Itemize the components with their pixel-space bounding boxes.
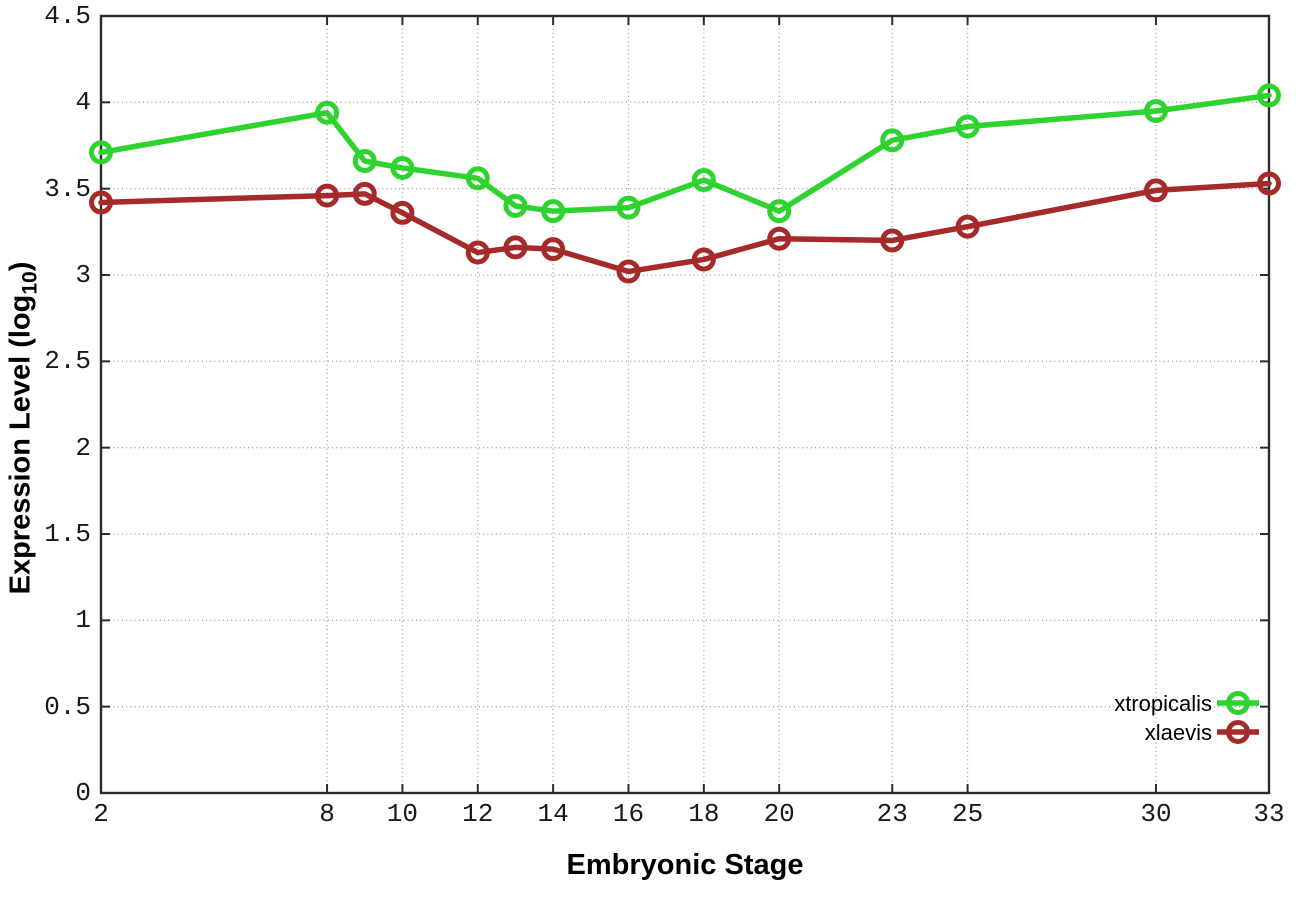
data-point-xlaevis-stage-10 — [390, 200, 415, 225]
series-line-xtropicalis — [98, 92, 1272, 214]
data-point-xtropicalis-stage-20 — [767, 199, 792, 224]
x-tick-label: 18 — [688, 799, 720, 829]
x-axis-title: Embryonic Stage — [566, 849, 804, 881]
data-point-xtropicalis-stage-25 — [955, 114, 980, 139]
y-tick-label: 4.5 — [44, 1, 91, 31]
legend-marker-xlaevis — [1226, 720, 1250, 744]
data-point-xlaevis-stage-18 — [691, 247, 716, 272]
y-tick-label: 0 — [75, 778, 91, 808]
data-point-xtropicalis-stage-23 — [880, 128, 905, 153]
x-tick-label: 2 — [93, 799, 109, 829]
data-point-xtropicalis-stage-14 — [541, 199, 566, 224]
legend-marker-xtropicalis — [1226, 691, 1250, 715]
x-tick-label: 10 — [386, 799, 419, 829]
x-tick-label: 23 — [876, 799, 908, 829]
y-axis-title-text: Expression Level (log — [4, 294, 37, 595]
legend: xtropicalis xlaevis — [0, 689, 1212, 747]
data-point-xlaevis-stage-25 — [955, 214, 980, 239]
data-point-xtropicalis-stage-12 — [465, 166, 490, 191]
series-line-xlaevis — [98, 180, 1272, 275]
y-tick-label: 3.5 — [44, 173, 91, 204]
x-tick-label: 25 — [951, 799, 984, 829]
y-axis-title-subscript: 10 — [18, 271, 42, 295]
x-tick-label: 8 — [319, 799, 335, 829]
x-tick-label: 33 — [1253, 799, 1285, 829]
data-point-xtropicalis-stage-2 — [89, 140, 113, 165]
legend-label-xtropicalis: xtropicalis — [1114, 691, 1212, 716]
x-tick-label: 30 — [1140, 799, 1172, 829]
y-axis-title: Expression Level (log10) — [4, 261, 42, 595]
y-axis-title-suffix: ) — [4, 261, 37, 272]
legend-item-xtropicalis: xtropicalis — [0, 689, 1212, 718]
data-point-xlaevis-stage-16 — [616, 259, 641, 284]
data-point-xlaevis-stage-9 — [352, 181, 377, 206]
data-point-xtropicalis-stage-13 — [503, 193, 528, 218]
data-point-xtropicalis-stage-18 — [691, 168, 716, 193]
plot-border — [99, 14, 1271, 795]
data-point-xlaevis-stage-30 — [1143, 178, 1168, 203]
data-point-xtropicalis-stage-9 — [352, 149, 377, 174]
y-tick-label: 2 — [75, 432, 91, 463]
data-point-xlaevis-stage-23 — [880, 228, 905, 253]
data-point-xtropicalis-stage-8 — [315, 100, 340, 125]
legend-label-xlaevis: xlaevis — [1144, 720, 1212, 745]
data-point-xtropicalis-stage-30 — [1143, 98, 1168, 123]
y-tick-label: 1 — [75, 605, 91, 636]
y-tick-label: 4 — [75, 87, 91, 118]
data-point-xlaevis-stage-13 — [503, 235, 528, 260]
data-point-xlaevis-stage-8 — [315, 183, 340, 208]
data-point-xtropicalis-stage-33 — [1257, 83, 1281, 108]
legend-item-xlaevis: xlaevis — [0, 718, 1212, 747]
x-tick-label: 16 — [612, 799, 645, 829]
x-tick-label: 12 — [462, 799, 494, 829]
data-point-xtropicalis-stage-16 — [616, 195, 641, 220]
y-tick-label: 3 — [75, 260, 91, 290]
data-point-xlaevis-stage-33 — [1257, 171, 1281, 196]
x-tick-label: 14 — [537, 799, 569, 829]
y-tick-label: 1.5 — [44, 519, 91, 549]
x-tick-label: 20 — [763, 799, 795, 829]
data-point-xlaevis-stage-12 — [465, 240, 490, 265]
data-point-xtropicalis-stage-10 — [390, 155, 415, 180]
data-point-xlaevis-stage-20 — [767, 226, 792, 251]
y-tick-label: 2.5 — [44, 346, 91, 377]
y-tick-label: 0.5 — [44, 691, 91, 722]
data-point-xlaevis-stage-14 — [541, 237, 566, 262]
data-point-xlaevis-stage-2 — [89, 190, 113, 215]
